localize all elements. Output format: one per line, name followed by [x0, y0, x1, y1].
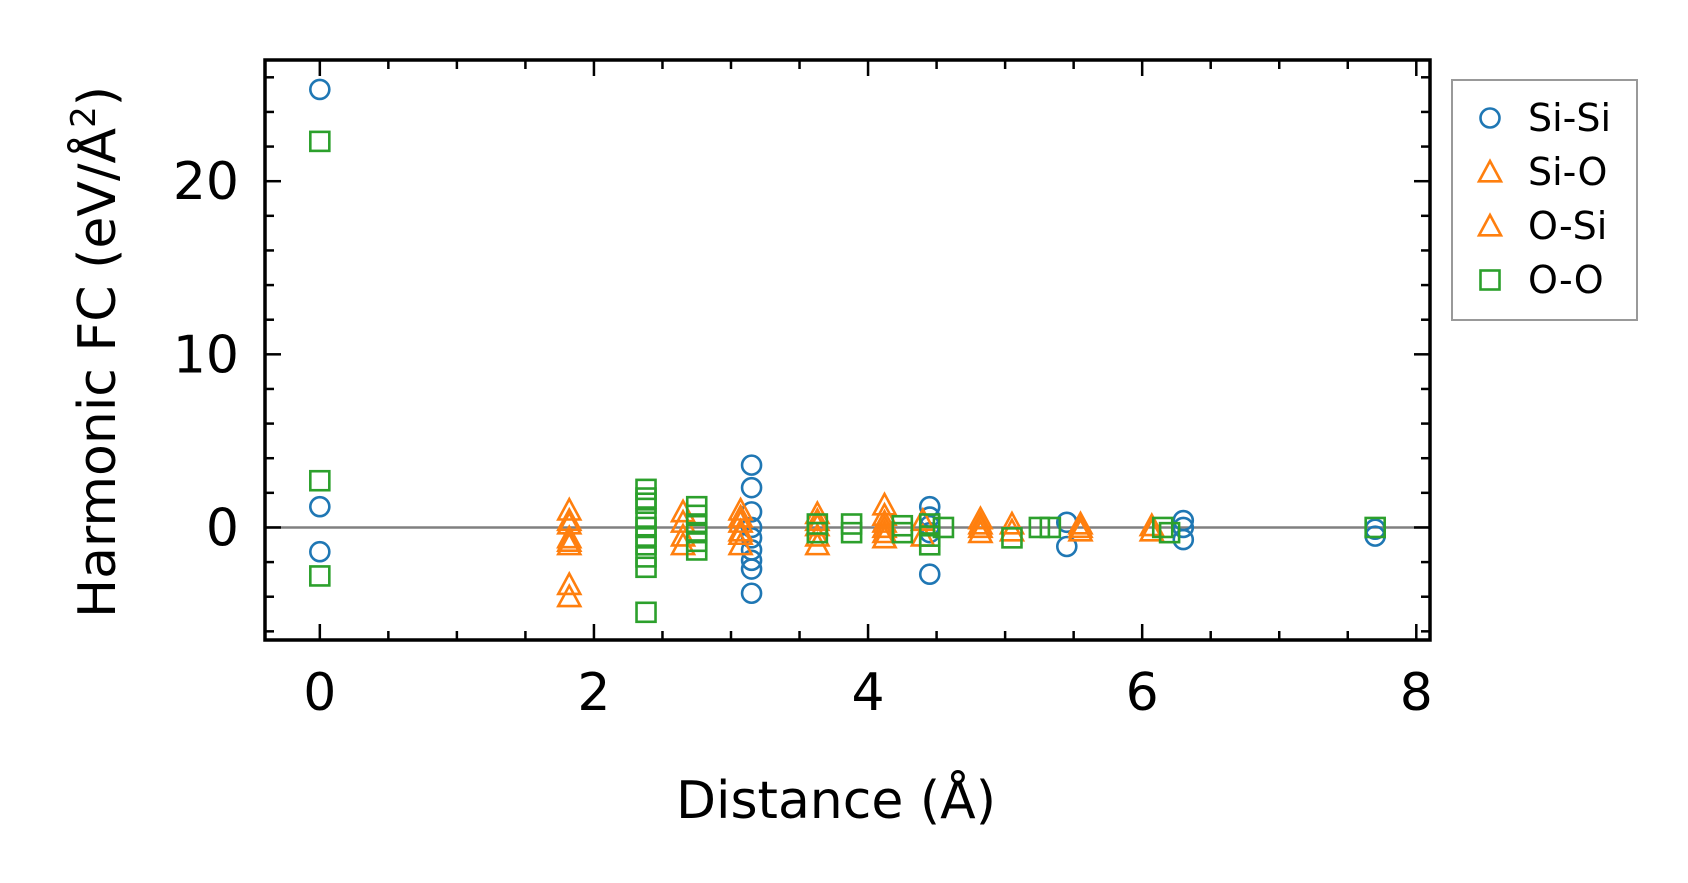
- data-point: [1067, 513, 1094, 539]
- data-point: [556, 510, 583, 535]
- x-tick-label: 6: [1126, 663, 1159, 723]
- data-point: [556, 570, 583, 596]
- data-point: [740, 476, 763, 499]
- data-point: [918, 513, 941, 535]
- data-point: [871, 508, 898, 533]
- series-o-o: [309, 130, 1386, 624]
- legend-box: [1451, 79, 1638, 321]
- legend-item: O-O: [1479, 258, 1604, 302]
- data-point: [1172, 516, 1195, 539]
- legend-item: O-Si: [1476, 204, 1607, 248]
- data-point: [556, 527, 583, 552]
- data-point: [309, 540, 331, 563]
- data-point: [967, 505, 994, 530]
- legend-label: O-Si: [1528, 204, 1607, 248]
- x-tick-label: 0: [303, 663, 336, 723]
- legend-marker: [1476, 158, 1504, 183]
- x-axis-label: Distance (Å): [676, 769, 996, 831]
- data-point: [1001, 527, 1023, 549]
- data-point: [1067, 510, 1094, 535]
- data-point: [556, 582, 583, 608]
- data-point: [309, 78, 331, 101]
- data-point: [871, 524, 898, 549]
- data-point: [1138, 511, 1165, 537]
- legend-label: O-O: [1528, 258, 1604, 302]
- data-point: [1055, 535, 1078, 558]
- data-point: [1151, 516, 1174, 539]
- y-axis-label-main: Harmonic FC (eV/Å: [66, 127, 128, 618]
- data-point: [635, 601, 657, 624]
- x-tick-label: 2: [577, 663, 610, 723]
- y-axis-label: Harmonic FC (eV/Å2): [64, 86, 128, 618]
- data-point: [635, 492, 657, 515]
- data-point: [635, 533, 657, 556]
- legend-marker: [1476, 212, 1504, 237]
- data-point: [891, 521, 914, 544]
- data-point: [1138, 517, 1165, 542]
- data-point: [998, 510, 1026, 535]
- data-point: [556, 524, 583, 549]
- x-tick-label: 4: [852, 663, 885, 723]
- data-point: [309, 495, 331, 518]
- data-point: [309, 469, 331, 492]
- data-point: [840, 521, 863, 544]
- y-tick-label: 10: [173, 325, 239, 385]
- data-point: [909, 506, 937, 532]
- data-point: [309, 130, 331, 153]
- legend-marker: [1479, 269, 1501, 291]
- data-point: [871, 518, 898, 544]
- data-point: [1039, 516, 1062, 539]
- legend-label: Si-Si: [1528, 96, 1611, 140]
- legend-item: Si-O: [1476, 150, 1607, 194]
- data-point: [998, 517, 1026, 542]
- axes: 0 2 4 6 8 0 10 20: [173, 58, 1433, 723]
- data-point: [740, 582, 763, 605]
- legend-item: Si-Si: [1479, 96, 1611, 140]
- legend-label: Si-O: [1528, 150, 1607, 194]
- data-point: [727, 517, 754, 542]
- data-point: [804, 506, 831, 532]
- data-point: [967, 518, 994, 544]
- data-point: [556, 531, 583, 556]
- series-o-si: [556, 503, 1094, 552]
- data-point: [685, 539, 708, 561]
- axes-frame: [263, 58, 1432, 642]
- legend: Si-Si Si-O O-Si O-O: [1451, 79, 1638, 321]
- data-point: [1067, 517, 1094, 542]
- y-axis-label-close: ): [68, 86, 128, 106]
- data-point: [918, 563, 941, 586]
- data-markers: [309, 78, 1386, 624]
- series-si-o: [556, 491, 1165, 608]
- data-point: [727, 531, 754, 556]
- data-point: [635, 556, 657, 579]
- y-axis-label-superscript: 2: [64, 106, 104, 128]
- data-point: [740, 454, 763, 476]
- data-point: [804, 522, 831, 547]
- data-point: [727, 520, 754, 546]
- data-point: [918, 533, 941, 556]
- data-point: [727, 503, 754, 528]
- y-tick-label: 0: [206, 498, 239, 558]
- x-tick-label: 8: [1400, 663, 1433, 723]
- data-point: [932, 516, 955, 539]
- y-tick-label: 20: [173, 152, 239, 212]
- data-point: [1172, 528, 1195, 551]
- data-point: [806, 521, 829, 544]
- data-point: [967, 510, 994, 535]
- data-point: [1028, 516, 1051, 539]
- data-point: [740, 558, 763, 580]
- data-point: [804, 531, 831, 556]
- legend-marker: [1479, 107, 1501, 129]
- data-point: [967, 513, 994, 539]
- data-point: [309, 565, 331, 587]
- data-point: [1158, 521, 1181, 544]
- data-point: [740, 549, 763, 572]
- data-point: [1364, 516, 1386, 539]
- data-point: [556, 496, 583, 521]
- data-point: [871, 513, 898, 539]
